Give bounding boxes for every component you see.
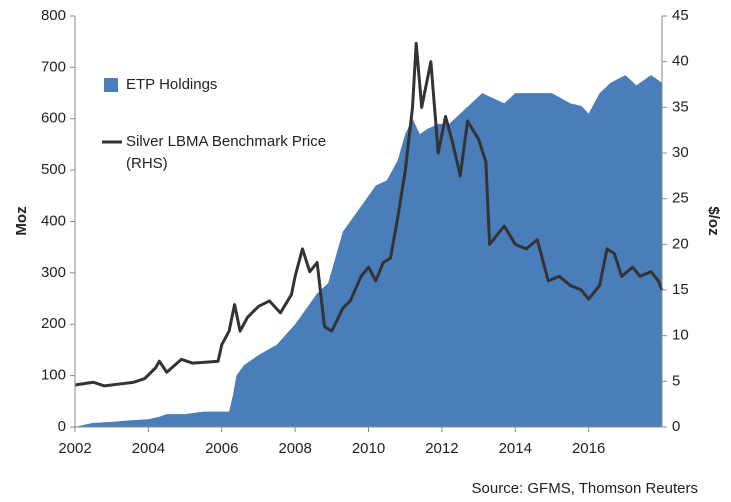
legend-label: ETP Holdings [126, 76, 217, 93]
line [74, 41, 664, 388]
source: Source: GFMS, Thomson Reuters [472, 480, 698, 497]
x-tick-label: 2012 [425, 440, 458, 457]
y2-tick-label: 20 [672, 235, 689, 252]
y-tick-label: 200 [41, 315, 66, 332]
x-tick-label: 2016 [572, 440, 605, 457]
area [75, 75, 662, 428]
y2-tick-label: 30 [672, 144, 689, 161]
y2-tick-label: 15 [672, 281, 689, 298]
x-tick-label: 2014 [499, 440, 532, 457]
y2-tick-label: 0 [672, 418, 680, 435]
y2-tick-label: 10 [672, 327, 689, 344]
y2-axis-label: $/oz [705, 206, 722, 235]
y-tick-label: 500 [41, 161, 66, 178]
x-tick-label: 2006 [205, 440, 238, 457]
x-tick-label: 2002 [58, 440, 91, 457]
y2-tick-label: 35 [672, 98, 689, 115]
x-tick-label: 2010 [352, 440, 385, 457]
y2-tick-label: 25 [672, 190, 689, 207]
y-tick-label: 300 [41, 264, 66, 281]
y-tick-label: 800 [41, 7, 66, 24]
y2-tick-label: 5 [672, 372, 680, 389]
legend-swatch [104, 78, 118, 92]
y2-tick-label: 45 [672, 7, 689, 24]
y-axis-label: Moz [13, 206, 30, 235]
legend-label: Silver LBMA Benchmark Price (RHS) [126, 133, 327, 172]
x-tick-label: 2004 [132, 440, 165, 457]
y-tick-label: 100 [41, 367, 66, 384]
y-tick-label: 600 [41, 110, 66, 127]
x-tick-label: 2008 [278, 440, 311, 457]
y-tick-label: 700 [41, 58, 66, 75]
y-tick-label: 400 [41, 212, 66, 229]
y2-tick-label: 40 [672, 53, 689, 70]
y-tick-label: 0 [58, 418, 66, 435]
